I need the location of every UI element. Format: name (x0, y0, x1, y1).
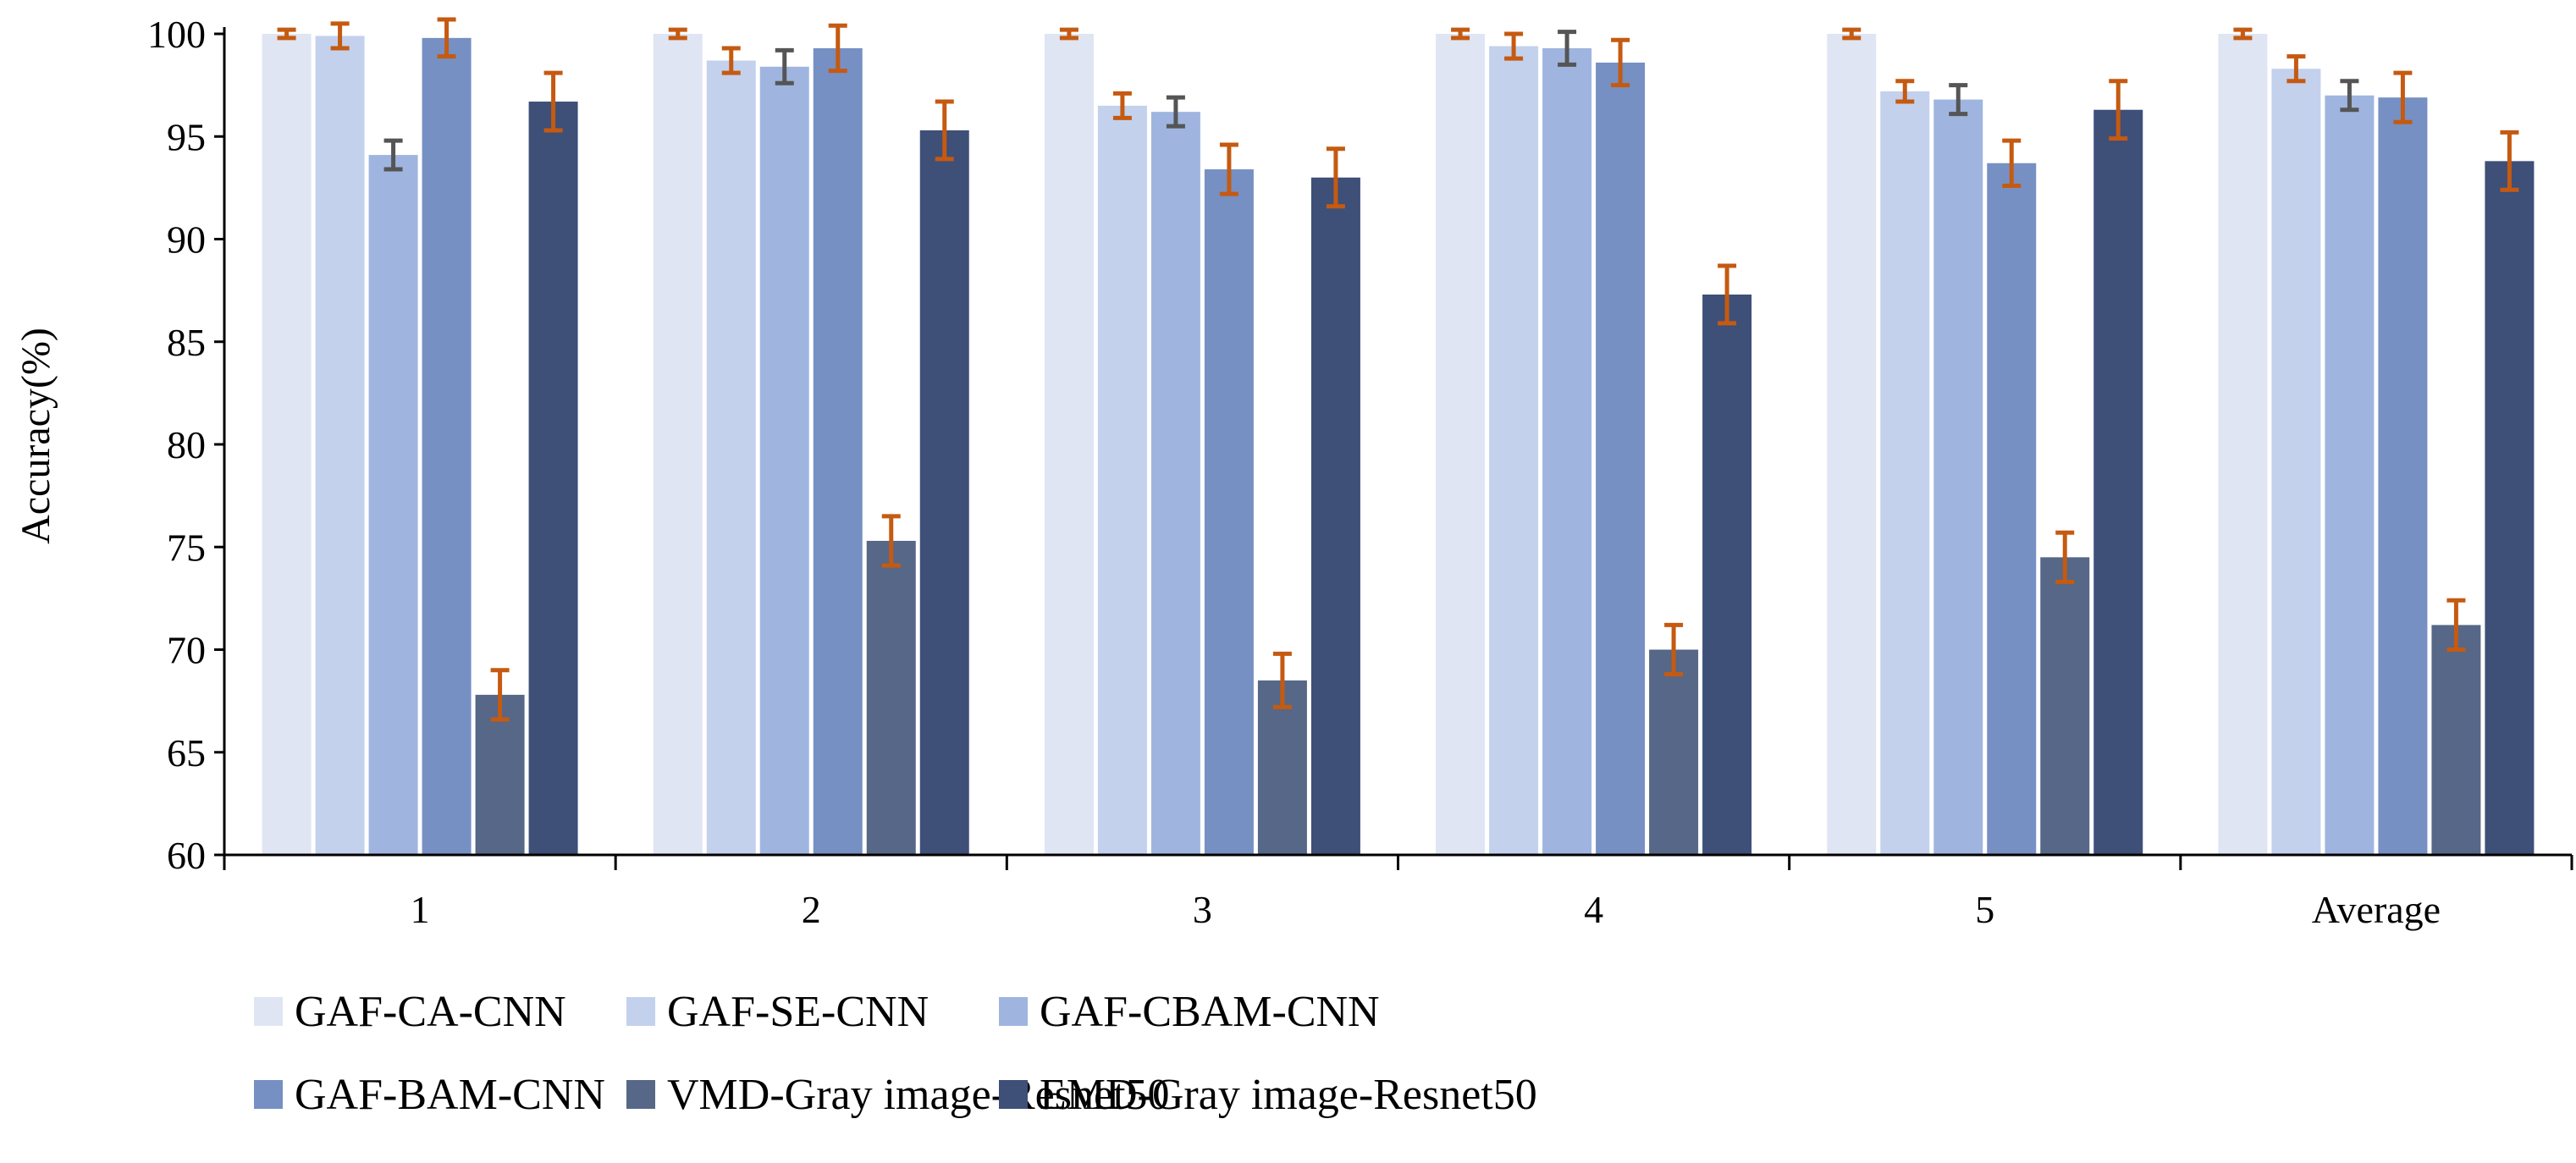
bar-0-0 (262, 34, 312, 855)
y-axis-title: Accuracy(%) (14, 328, 58, 544)
bar-5-0 (528, 102, 578, 855)
x-tick-label-1: 2 (802, 888, 821, 931)
bar-2-0 (368, 155, 418, 855)
bar-3-1 (813, 47, 863, 856)
bar-0-3 (1436, 34, 1486, 855)
bar-3-0 (422, 37, 472, 856)
bar-2-3 (1542, 47, 1592, 856)
y-tick-label-7: 95 (167, 115, 206, 158)
bar-3-5 (2378, 97, 2428, 856)
legend-label-1: GAF-SE-CNN (667, 988, 929, 1036)
bar-5-3 (1702, 294, 1752, 856)
x-tick-label-5: Average (2312, 888, 2441, 931)
legend-label-5: EMD-Gray image-Resnet50 (1040, 1071, 1537, 1119)
bars-layer (262, 17, 2535, 856)
legend-label-0: GAF-CA-CNN (295, 988, 566, 1036)
legend-swatch-4 (626, 1080, 655, 1109)
bar-1-2 (1097, 105, 1147, 855)
bar-1-1 (706, 60, 756, 855)
bar-3-4 (1987, 163, 2037, 855)
bar-4-1 (866, 540, 916, 855)
bar-4-3 (1649, 649, 1699, 855)
x-tick-label-4: 5 (1975, 888, 1994, 931)
legend-label-3: GAF-BAM-CNN (295, 1071, 605, 1119)
bar-1-0 (315, 36, 365, 856)
bar-5-5 (2485, 161, 2535, 856)
bar-2-4 (1933, 99, 1983, 856)
axes-layer: 60 65 70 75 80 85 90 95 100 1 2 3 4 5 Average (147, 13, 2573, 931)
legend-swatch-3 (254, 1080, 283, 1109)
bar-2-5 (2325, 95, 2375, 855)
y-tick-label-0: 60 (167, 834, 206, 877)
legend-swatch-0 (254, 997, 283, 1026)
bar-0-4 (1827, 34, 1877, 855)
bar-5-4 (2093, 109, 2143, 856)
bar-2-2 (1150, 112, 1200, 855)
y-tick-label-6: 90 (167, 218, 206, 262)
x-tick-label-3: 4 (1584, 888, 1603, 931)
x-tick-label-2: 3 (1193, 888, 1212, 931)
bar-1-5 (2271, 69, 2321, 856)
legend-label-4: VMD-Gray image-Resnet50 (667, 1071, 1170, 1119)
bar-4-2 (1257, 680, 1307, 855)
bar-1-3 (1489, 46, 1539, 856)
legend: GAF-CA-CNN GAF-SE-CNN GAF-CBAM-CNN GAF-BAM-… (254, 988, 1537, 1119)
bar-5-2 (1310, 177, 1360, 855)
y-tick-label-2: 70 (167, 629, 206, 672)
bar-4-5 (2431, 625, 2481, 855)
bar-4-4 (2040, 557, 2090, 855)
bar-0-1 (653, 34, 703, 855)
y-tick-label-5: 85 (167, 321, 206, 364)
legend-swatch-2 (999, 997, 1028, 1026)
y-tick-label-1: 65 (167, 731, 206, 774)
y-tick-label-8: 100 (147, 13, 206, 56)
bar-0-5 (2218, 34, 2268, 855)
y-tick-label-3: 75 (167, 526, 206, 569)
legend-swatch-1 (626, 997, 655, 1026)
x-tick-label-0: 1 (411, 888, 430, 931)
bar-2-1 (759, 66, 809, 856)
legend-swatch-5 (999, 1080, 1028, 1109)
bar-1-4 (1880, 91, 1930, 855)
bar-3-2 (1204, 169, 1254, 856)
bar-0-2 (1044, 34, 1094, 855)
bar-3-3 (1596, 62, 1646, 855)
bar-5-1 (919, 130, 969, 856)
y-tick-label-4: 80 (167, 423, 206, 466)
legend-label-2: GAF-CBAM-CNN (1040, 988, 1380, 1036)
